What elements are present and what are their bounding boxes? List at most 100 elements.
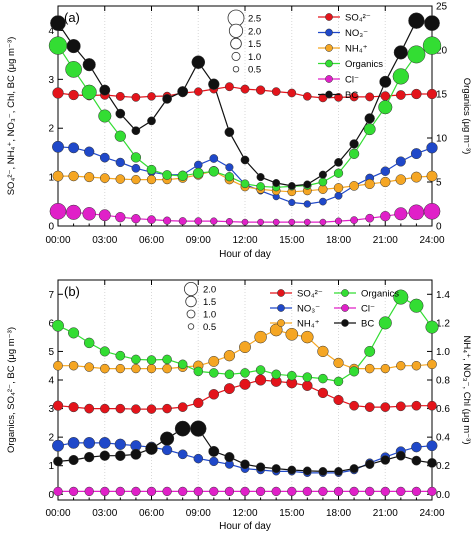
data-point: [240, 459, 250, 470]
data-point: [427, 359, 437, 370]
data-point: [365, 92, 375, 102]
data-point: [364, 402, 375, 412]
legend-marker: [277, 304, 285, 312]
y-right-tick-label: 0.4: [436, 433, 450, 444]
data-point: [162, 486, 172, 497]
data-point: [318, 93, 328, 103]
data-point: [364, 363, 375, 374]
data-point: [349, 139, 359, 149]
size-legend-label: 1.5: [248, 39, 261, 50]
y-left-tick-label: 0: [48, 490, 54, 501]
data-point: [287, 370, 297, 381]
data-point: [287, 88, 297, 98]
data-point: [240, 179, 250, 189]
legend-label: Cl⁻: [345, 75, 359, 86]
data-point: [177, 170, 188, 181]
y-right-axis-title: Organics (μg m⁻³): [461, 78, 472, 154]
data-point: [317, 387, 329, 399]
legend-label: NH₄⁺: [297, 319, 320, 330]
data-point: [317, 345, 329, 358]
data-point: [194, 217, 203, 225]
data-point: [114, 130, 126, 142]
data-point: [225, 163, 234, 172]
data-point: [411, 441, 422, 453]
data-point: [411, 88, 422, 100]
data-point: [318, 177, 328, 187]
data-point: [68, 454, 79, 466]
data-point: [271, 369, 281, 380]
data-point: [302, 466, 312, 476]
legend-label: BC: [345, 90, 358, 101]
data-point: [349, 366, 360, 377]
data-point: [411, 455, 422, 466]
x-tick-label: 18:00: [326, 235, 351, 246]
y-right-tick-label: 1.0: [436, 347, 450, 358]
data-point: [256, 173, 265, 182]
data-point: [224, 127, 235, 137]
x-tick-label: 03:00: [92, 235, 117, 246]
legend-marker: [341, 319, 349, 327]
data-point: [427, 458, 437, 468]
data-point: [131, 93, 141, 102]
legend-label: Cl⁻: [361, 304, 375, 315]
data-point: [364, 178, 375, 190]
data-point: [407, 45, 426, 64]
data-point: [98, 209, 111, 222]
data-point: [115, 157, 125, 168]
data-point: [131, 126, 141, 136]
data-point: [100, 363, 110, 374]
data-point: [82, 207, 96, 221]
legend-label: NO₃⁻: [297, 304, 320, 315]
data-point: [272, 218, 280, 226]
data-point: [99, 84, 111, 96]
data-point: [99, 173, 110, 183]
data-point: [100, 403, 110, 414]
data-point: [68, 486, 79, 497]
data-point: [48, 36, 68, 55]
y-left-tick-label: 3: [48, 75, 54, 86]
data-point: [348, 148, 360, 159]
data-point: [395, 174, 407, 185]
size-legend-label: 2.5: [248, 14, 261, 25]
y-right-axis-title: NH₄⁺, NO₃⁻, Chl (μg m⁻³): [461, 335, 472, 444]
data-point: [225, 218, 233, 226]
data-point: [425, 320, 439, 334]
data-point: [177, 359, 188, 370]
data-point: [174, 420, 191, 437]
chart-panel-b: 00:00 03:00 06:00 09:00 12:00 15:00 18:00 21:00…: [6, 279, 472, 532]
y-left-tick-label: 1: [48, 173, 54, 184]
size-legend-label: 1.5: [203, 297, 216, 308]
data-point: [68, 402, 79, 413]
data-point: [52, 400, 64, 411]
y-right-tick-label: 5: [436, 178, 442, 189]
data-point: [365, 459, 375, 469]
data-point: [411, 486, 422, 497]
legend-marker: [325, 44, 333, 52]
data-point: [334, 191, 343, 200]
x-tick-label: 03:00: [92, 508, 117, 519]
data-point: [424, 15, 440, 31]
size-legend-circle: [231, 51, 241, 61]
x-axis-title: Hour of day: [219, 249, 271, 260]
legend-label: Organics: [345, 59, 383, 70]
x-tick-label: 06:00: [139, 508, 164, 519]
data-point: [288, 198, 296, 207]
data-point: [114, 438, 126, 450]
data-point: [84, 451, 95, 463]
legend-label: Organics: [361, 289, 399, 300]
data-point: [83, 437, 96, 449]
data-point: [146, 363, 157, 374]
x-tick-label: 21:00: [373, 235, 398, 246]
data-point: [115, 486, 125, 497]
data-point: [147, 215, 156, 224]
data-point: [333, 486, 344, 497]
data-point: [146, 404, 157, 414]
data-point: [100, 486, 110, 497]
data-point: [408, 12, 425, 29]
data-point: [301, 330, 314, 344]
data-point: [67, 437, 80, 449]
data-point: [410, 148, 422, 160]
chart-panel-a: 00:00 03:00 06:00 09:00 12:00 15:00 18:00 21:00…: [6, 2, 472, 261]
legend-label: SO₄²⁻: [297, 289, 323, 300]
data-point: [287, 182, 296, 190]
